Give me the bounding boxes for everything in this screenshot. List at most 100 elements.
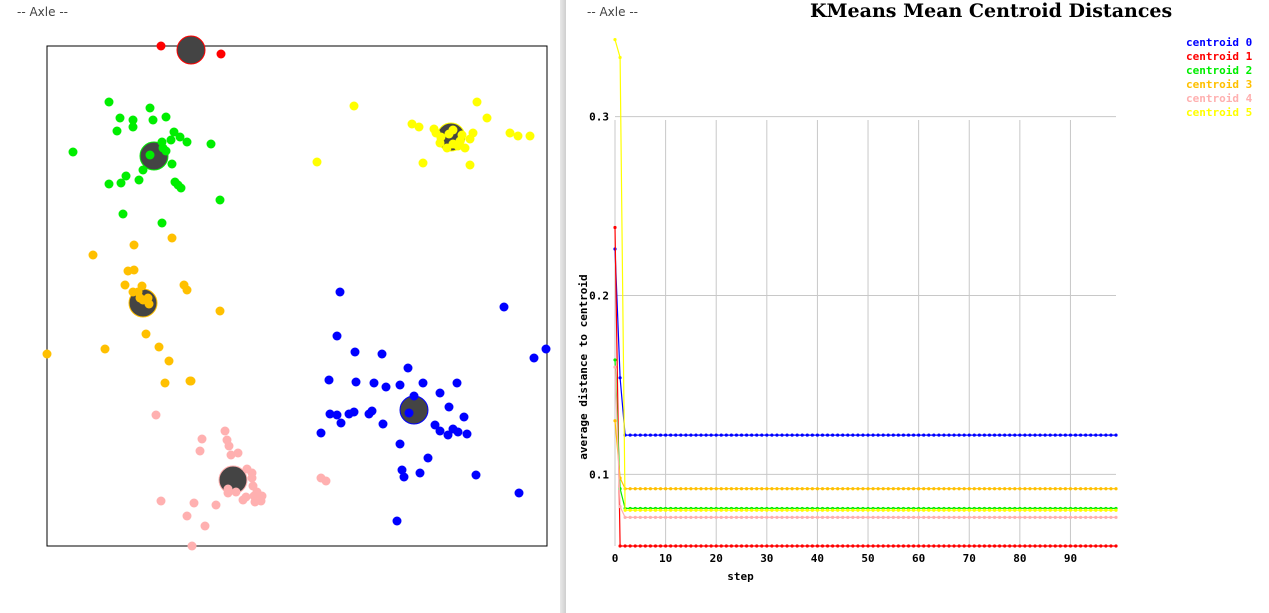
series-point bbox=[790, 515, 794, 519]
data-point bbox=[121, 171, 131, 181]
series-point bbox=[1094, 544, 1098, 548]
series-point bbox=[987, 515, 992, 519]
series-point bbox=[734, 515, 739, 519]
series-point bbox=[1073, 544, 1078, 548]
data-point bbox=[167, 233, 177, 243]
series-point bbox=[906, 487, 911, 491]
series-point bbox=[618, 505, 622, 509]
data-point bbox=[167, 159, 177, 169]
series-point bbox=[810, 433, 814, 437]
series-point bbox=[643, 433, 647, 437]
series-point bbox=[1043, 433, 1047, 437]
series-point bbox=[836, 515, 840, 519]
series-point bbox=[709, 487, 713, 491]
series-point bbox=[1048, 515, 1052, 519]
data-point bbox=[312, 157, 322, 167]
series-point bbox=[633, 433, 637, 437]
data-point bbox=[164, 356, 174, 366]
series-point bbox=[836, 487, 840, 491]
series-point bbox=[947, 515, 951, 519]
series-point bbox=[1018, 433, 1022, 437]
series-point bbox=[734, 544, 739, 548]
series-point bbox=[937, 433, 941, 437]
series-point bbox=[679, 487, 683, 491]
series-point bbox=[643, 515, 647, 519]
series-point bbox=[815, 544, 820, 548]
series-point bbox=[851, 433, 855, 437]
series-point bbox=[1094, 433, 1098, 437]
series-point bbox=[694, 515, 698, 519]
series-point bbox=[967, 515, 971, 519]
series-point bbox=[805, 508, 809, 512]
series-point bbox=[633, 544, 637, 548]
data-point bbox=[397, 465, 407, 475]
series-point bbox=[1023, 433, 1027, 437]
series-point bbox=[917, 487, 921, 491]
data-point bbox=[529, 353, 539, 363]
series-point bbox=[1068, 508, 1073, 512]
series-point bbox=[760, 508, 764, 512]
series-point bbox=[1109, 515, 1113, 519]
series-point bbox=[825, 487, 830, 491]
data-point bbox=[120, 280, 130, 290]
series-point bbox=[704, 508, 708, 512]
series-point bbox=[866, 544, 870, 548]
series-point bbox=[922, 544, 926, 548]
series-point bbox=[760, 433, 764, 437]
series-point bbox=[623, 508, 627, 512]
series-point bbox=[896, 487, 900, 491]
data-point bbox=[395, 380, 405, 390]
series-point bbox=[674, 515, 678, 519]
series-point bbox=[800, 515, 804, 519]
series-point bbox=[906, 508, 911, 512]
data-point bbox=[525, 131, 535, 141]
series-point bbox=[881, 433, 885, 437]
series-point bbox=[628, 515, 632, 519]
series-point bbox=[820, 544, 825, 548]
series-point bbox=[896, 508, 900, 512]
x-tick-label: 0 bbox=[612, 552, 619, 565]
data-point bbox=[465, 160, 475, 170]
series-point bbox=[987, 508, 992, 512]
series-point bbox=[937, 544, 941, 548]
x-axis-label: step bbox=[727, 570, 754, 583]
data-point bbox=[399, 472, 409, 482]
series-point bbox=[744, 544, 749, 548]
series-point bbox=[653, 508, 658, 512]
series-point bbox=[628, 487, 632, 491]
data-point bbox=[151, 410, 161, 420]
series-point bbox=[992, 508, 997, 512]
series-point bbox=[947, 508, 951, 512]
data-point bbox=[161, 146, 171, 156]
data-point bbox=[335, 287, 345, 297]
series-point bbox=[684, 433, 688, 437]
series-point bbox=[1018, 508, 1022, 512]
series-point bbox=[714, 544, 718, 548]
series-point bbox=[795, 487, 799, 491]
series-point bbox=[1063, 433, 1067, 437]
series-point bbox=[942, 433, 946, 437]
window-title: -- Axle -- bbox=[587, 5, 638, 19]
series-point bbox=[1099, 487, 1103, 491]
data-point bbox=[195, 446, 205, 456]
series-point bbox=[714, 515, 718, 519]
series-point bbox=[684, 487, 688, 491]
series-point bbox=[891, 487, 895, 491]
series-point bbox=[947, 433, 951, 437]
series-point bbox=[1104, 508, 1108, 512]
data-point bbox=[200, 521, 210, 531]
series-point bbox=[785, 433, 789, 437]
series-point bbox=[729, 508, 733, 512]
series-point bbox=[719, 544, 723, 548]
series-point bbox=[664, 487, 668, 491]
series-point bbox=[800, 508, 804, 512]
series-point bbox=[658, 487, 663, 491]
series-point bbox=[871, 515, 875, 519]
series-point bbox=[648, 487, 653, 491]
data-point bbox=[145, 103, 155, 113]
series-point bbox=[1063, 487, 1067, 491]
series-point bbox=[1073, 487, 1078, 491]
series-point bbox=[729, 487, 733, 491]
series-point bbox=[861, 515, 865, 519]
series-point bbox=[937, 508, 941, 512]
